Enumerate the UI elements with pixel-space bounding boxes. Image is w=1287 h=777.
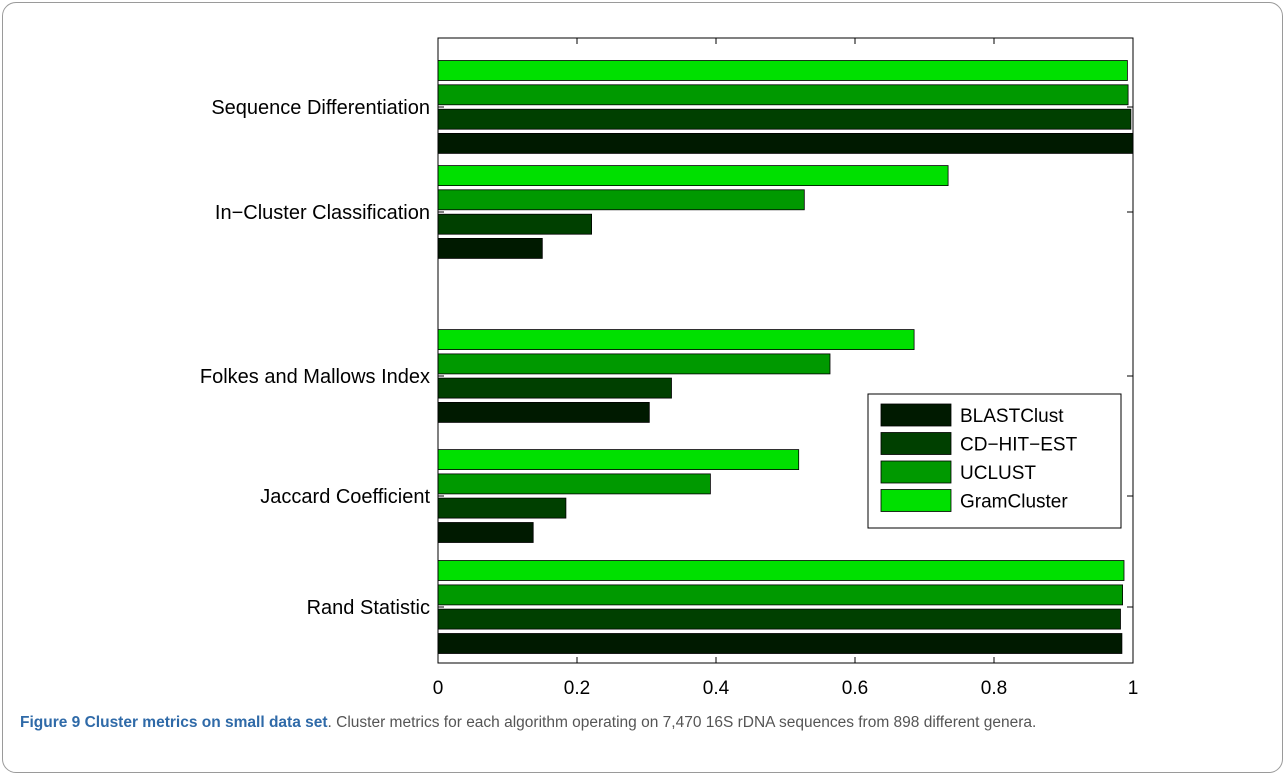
y-category-label: Folkes and Mallows Index [200,366,430,388]
bars-layer [437,60,1134,654]
bar-rand-statistic-cd-hit-est [437,608,1121,630]
bar-in-cluster-classification-cd-hit-est [437,213,593,235]
bar-rand-statistic-uclust [437,584,1123,606]
caption-label: Figure 9 Cluster metrics on small data s… [20,714,328,731]
bar-in-cluster-classification-uclust [437,189,805,211]
legend-label: UCLUST [960,463,1036,484]
labels-layer: Rand Statistic Jaccard Coefficient Folkes … [200,97,431,619]
x-tick-label: 0.2 [564,678,590,699]
bar-folkes-and-mallows-index-blastclust [437,401,650,423]
plot-area-box [437,37,1134,664]
bar-jaccard-coefficient-blastclust [437,522,534,543]
x-tick-label: 0.6 [842,678,868,699]
x-tick-label: 0.4 [703,678,730,699]
bar-rand-statistic-blastclust [437,633,1123,654]
bar-sequence-differentiation-uclust [437,84,1129,106]
bar-folkes-and-mallows-index-uclust [437,353,831,375]
ticks-layer: 0 0.2 0.4 0.6 0.8 1 [433,38,1139,699]
legend-swatch [880,489,952,512]
x-tick-label: 0.8 [981,678,1007,699]
bar-jaccard-coefficient-uclust [437,473,711,495]
legend-swatch [880,460,952,484]
x-tick-label: 1 [1128,678,1139,699]
bar-folkes-and-mallows-index-gramcluster [437,329,915,351]
caption-text: . Cluster metrics for each algorithm ope… [327,714,1037,731]
legend-label: GramCluster [960,492,1068,513]
legend-swatch [880,432,952,455]
bar-chart: 0 0.2 0.4 0.6 0.8 1 Rand Statistic Jaccard Coe… [200,37,1139,699]
bar-sequence-differentiation-gramcluster [437,60,1128,81]
bar-sequence-differentiation-blastclust [437,132,1134,154]
legend-label: BLASTClust [960,406,1064,427]
bar-in-cluster-classification-gramcluster [437,165,949,187]
legend-label: CD−HIT−EST [960,435,1078,456]
bar-sequence-differentiation-cd-hit-est [437,108,1132,130]
y-category-label: Rand Statistic [307,597,430,619]
bar-rand-statistic-gramcluster [437,560,1125,581]
bar-folkes-and-mallows-index-cd-hit-est [437,377,672,399]
y-category-label: Sequence Differentiation [211,97,430,119]
figure-caption: Figure 9 Cluster metrics on small data s… [20,712,1272,733]
x-tick-label: 0 [433,678,444,699]
bar-in-cluster-classification-blastclust [437,237,543,259]
bar-jaccard-coefficient-cd-hit-est [437,497,567,519]
legend-swatch [880,403,952,427]
bar-jaccard-coefficient-gramcluster [437,449,800,471]
legend: BLASTClust CD−HIT−EST UCLUST GramCluster [867,393,1122,529]
y-category-label: In−Cluster Classification [215,202,430,224]
y-category-label: Jaccard Coefficient [260,486,430,508]
